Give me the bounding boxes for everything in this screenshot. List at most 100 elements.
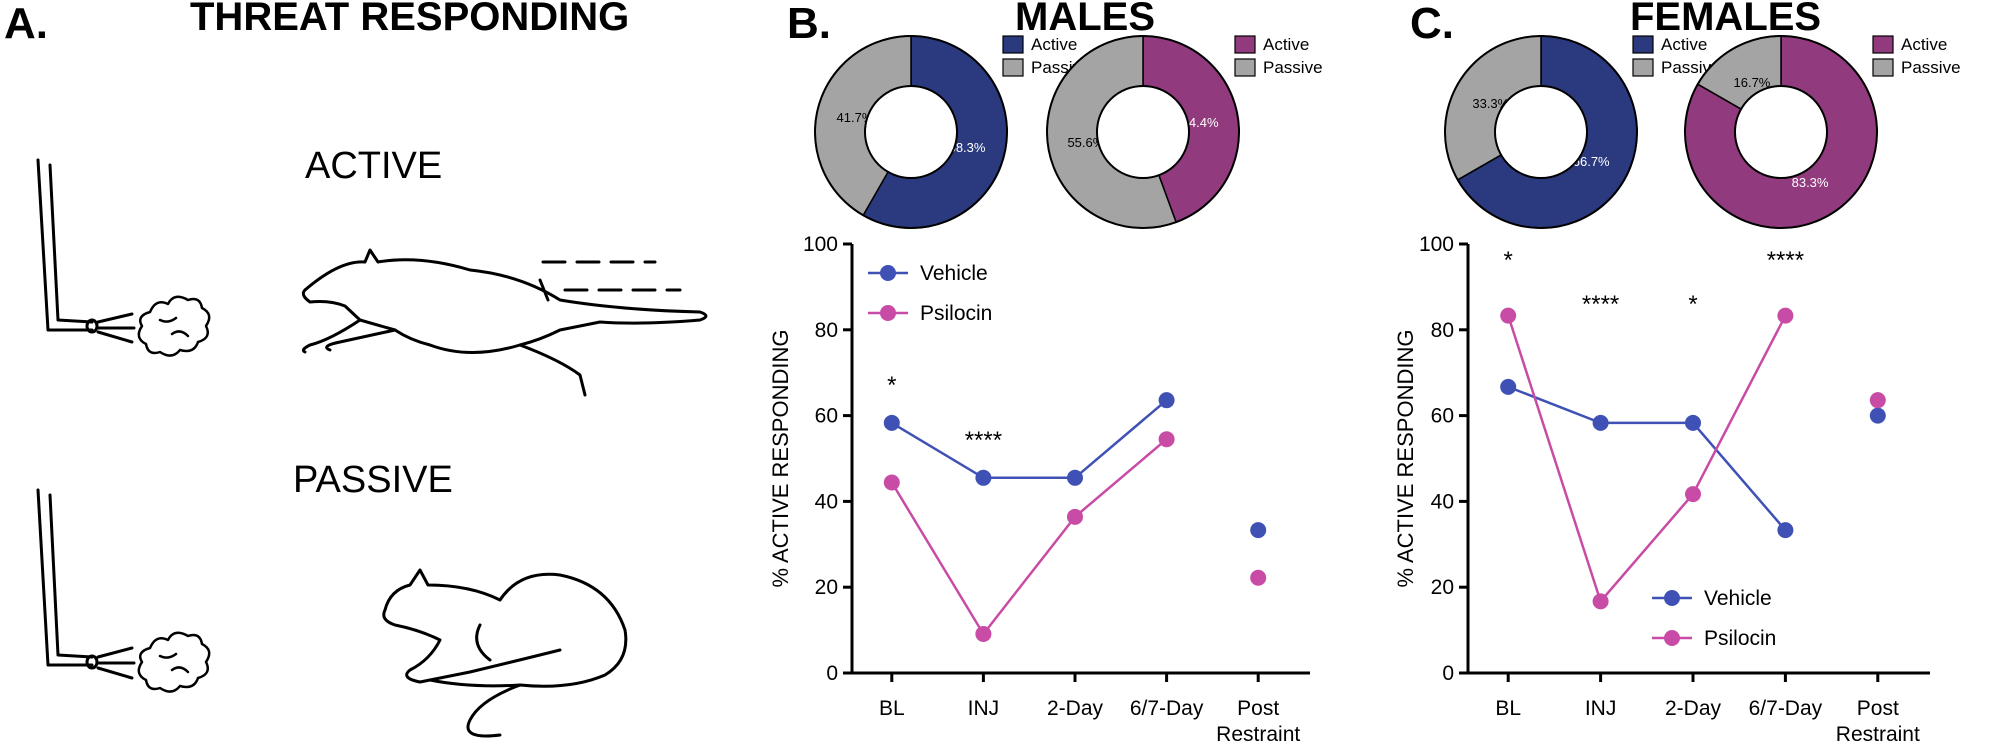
females-line: 0 20 40 60 80 100 % ACTIVE RESPONDING BL INJ 2-Da… — [1393, 233, 1930, 746]
x-tick-label: INJ — [968, 697, 1000, 720]
significance-marker: * — [887, 372, 896, 399]
legend-label: Passive — [1901, 58, 1961, 77]
legend-label: Psilocin — [1704, 627, 1776, 650]
data-point-psilocin — [883, 474, 900, 491]
female-psilocin-donut: 83.3% 16.7% Active Passive — [1684, 35, 1961, 229]
legend-label: Passive — [1263, 58, 1323, 77]
data-point-psilocin — [1685, 486, 1701, 503]
data-point-psilocin — [1592, 593, 1609, 610]
x-tick-label: BL — [879, 697, 905, 720]
data-point-vehicle — [1250, 522, 1267, 539]
legend-swatch — [1872, 58, 1894, 77]
donut-value-label: 58.3% — [949, 140, 986, 155]
data-point-psilocin — [1067, 508, 1083, 525]
data-point-psilocin — [1158, 431, 1175, 448]
legend-label: Active — [1263, 35, 1309, 54]
y-axis-label: % ACTIVE RESPONDING — [768, 330, 793, 588]
legend-swatch — [1632, 58, 1654, 77]
legend-swatch — [1002, 35, 1024, 54]
y-axis-label: % ACTIVE RESPONDING — [1393, 330, 1418, 588]
legend-swatch — [1872, 35, 1894, 54]
x-tick-label: 6/7-Day — [1749, 697, 1823, 720]
series-line-psilocin — [890, 438, 1168, 637]
donut-value-label: 16.7% — [1734, 75, 1771, 90]
air-puff-cloud-icon — [137, 295, 211, 357]
y-tick-label: 100 — [803, 233, 838, 256]
panel-c-letter: C. — [1410, 0, 1454, 48]
active-rat-icon — [301, 248, 708, 397]
panel-a-title: THREAT RESPONDING — [190, 0, 629, 39]
data-point-psilocin — [1869, 392, 1886, 409]
data-point-vehicle — [1067, 469, 1083, 486]
males-line: 0 20 40 60 80 100 % ACTIVE RESPONDING BL INJ 2-Da… — [768, 233, 1310, 746]
legend-marker — [880, 305, 896, 321]
donut-charts: 58.3% 41.7% Active Passive 44.4% 55.6% Active P… — [814, 35, 1961, 229]
legend-label: Active — [1661, 35, 1707, 54]
active-label: ACTIVE — [305, 145, 442, 187]
data-point-psilocin — [1500, 307, 1517, 324]
panel-c-title: FEMALES — [1630, 0, 1821, 39]
legend-label: Psilocin — [920, 302, 992, 325]
y-tick-label: 0 — [826, 662, 838, 685]
series-line-psilocin — [1507, 315, 1787, 604]
legend-marker — [1664, 590, 1680, 606]
line-charts: 0 20 40 60 80 100 % ACTIVE RESPONDING BL INJ 2-Da… — [768, 233, 1930, 746]
y-tick-label: 60 — [815, 405, 838, 428]
x-tick-label: Post Restraint — [1836, 697, 1920, 746]
legend-label: Vehicle — [1704, 587, 1772, 610]
panel-a: A. THREAT RESPONDING ACTIVE PASSIVE — [4, 0, 708, 738]
data-point-psilocin — [1777, 307, 1794, 324]
donut-value-label: 33.3% — [1472, 96, 1509, 111]
legend-label: Active — [1901, 35, 1947, 54]
data-point-vehicle — [1158, 392, 1175, 409]
series-line-vehicle — [891, 399, 1168, 480]
donut-value-label: 44.4% — [1182, 115, 1219, 130]
legend-label: Active — [1031, 35, 1077, 54]
x-tick-label: INJ — [1585, 697, 1617, 720]
legend-swatch — [1234, 58, 1256, 77]
legend-swatch — [1632, 35, 1654, 54]
y-tick-label: 0 — [1442, 662, 1454, 685]
data-point-vehicle — [1869, 407, 1886, 424]
data-point-vehicle — [1500, 378, 1517, 395]
donut-value-label: 66.7% — [1573, 154, 1610, 169]
x-tick-label: 2-Day — [1047, 697, 1104, 720]
panel-a-letter: A. — [4, 0, 48, 48]
significance-marker: **** — [1767, 247, 1804, 274]
significance-marker: **** — [1582, 291, 1619, 318]
air-puff-device-icon — [36, 158, 136, 344]
donut-value-label: 83.3% — [1792, 175, 1829, 190]
x-tick-label: 2-Day — [1665, 697, 1722, 720]
passive-rat-icon — [382, 568, 628, 738]
legend-marker — [880, 265, 896, 281]
y-tick-label: 100 — [1419, 233, 1454, 256]
significance-marker: * — [1688, 291, 1697, 318]
data-point-vehicle — [1685, 414, 1701, 431]
data-point-vehicle — [1777, 522, 1794, 539]
x-tick-label: BL — [1495, 697, 1521, 720]
y-tick-label: 80 — [815, 319, 838, 342]
data-point-psilocin — [1250, 569, 1267, 586]
data-point-psilocin — [975, 625, 992, 642]
air-puff-cloud-icon — [137, 631, 211, 693]
panel-b-letter: B. — [787, 0, 831, 48]
significance-marker: **** — [965, 427, 1002, 454]
series-line-vehicle — [1507, 385, 1787, 531]
y-tick-label: 80 — [1431, 319, 1454, 342]
legend-label: Vehicle — [920, 262, 988, 285]
data-point-vehicle — [883, 414, 900, 431]
passive-label: PASSIVE — [293, 459, 453, 501]
y-tick-label: 40 — [815, 490, 838, 513]
male-psilocin-donut: 44.4% 55.6% Active Passive — [1046, 35, 1323, 229]
y-tick-label: 60 — [1431, 405, 1454, 428]
panel-b-title: MALES — [1015, 0, 1155, 39]
x-tick-label: 6/7-Day — [1130, 697, 1204, 720]
donut-value-label: 41.7% — [837, 110, 874, 125]
significance-marker: * — [1504, 247, 1513, 274]
x-tick-label: Post Restraint — [1216, 697, 1300, 746]
legend-swatch — [1234, 35, 1256, 54]
air-puff-device-icon — [36, 488, 136, 680]
